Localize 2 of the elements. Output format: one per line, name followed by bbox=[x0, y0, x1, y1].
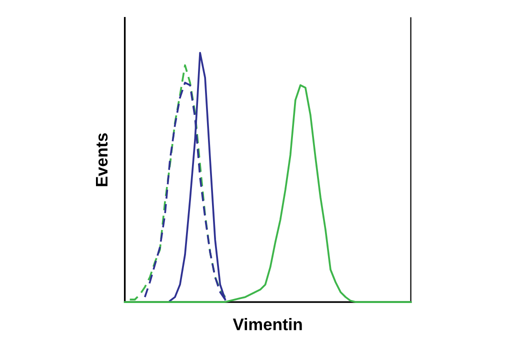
y-axis-title: Events bbox=[96, 133, 108, 186]
x-axis-title: Vimentin bbox=[232, 318, 302, 330]
